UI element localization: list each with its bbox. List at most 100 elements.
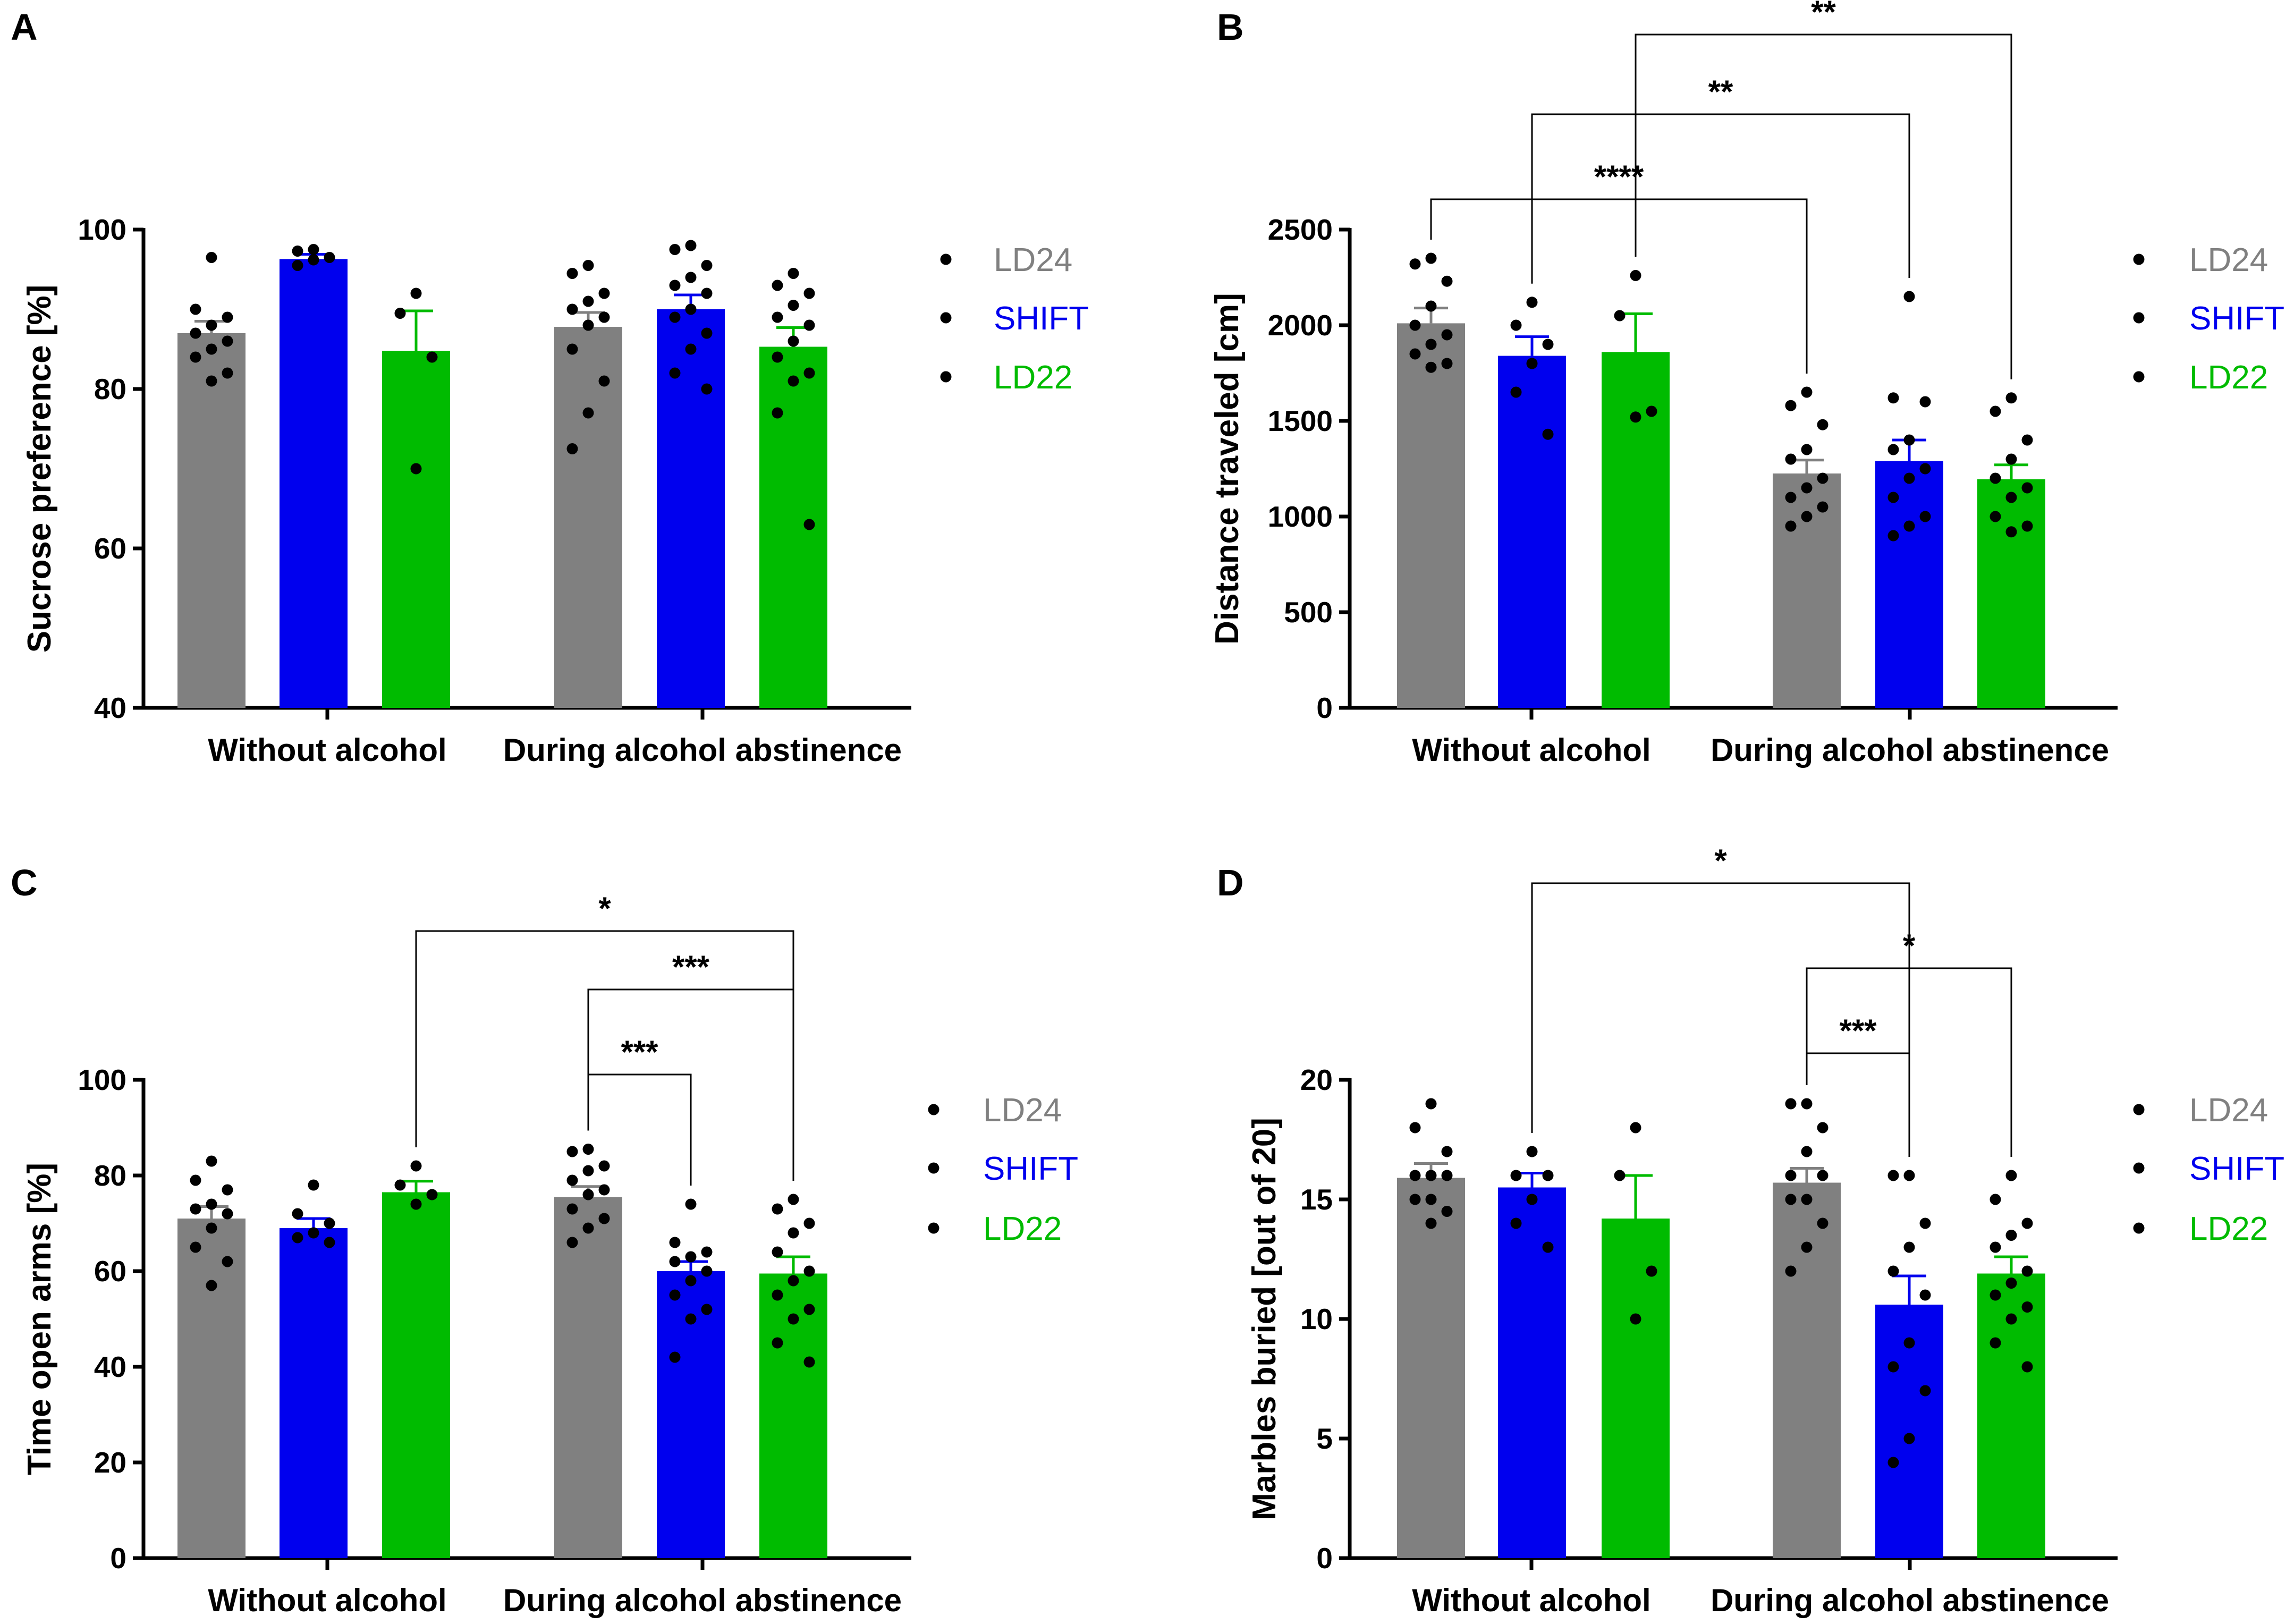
- data-point: [1409, 319, 1421, 331]
- x-group-label: Without alcohol: [208, 1583, 446, 1618]
- y-tick-label: 0: [1316, 691, 1333, 724]
- data-point: [772, 280, 783, 291]
- legend-marker: [2133, 253, 2145, 265]
- data-point: [1785, 1265, 1797, 1277]
- data-point: [566, 1203, 578, 1215]
- data-point: [2005, 392, 2017, 404]
- data-point: [1887, 1170, 1899, 1181]
- data-point: [701, 383, 713, 395]
- data-point: [669, 1237, 681, 1248]
- data-point: [1425, 339, 1437, 350]
- data-point: [2021, 482, 2033, 494]
- data-point: [1425, 1170, 1437, 1181]
- bar: [1602, 352, 1670, 708]
- y-axis-title: Time open arms [%]: [21, 1163, 58, 1475]
- bar: [382, 351, 450, 708]
- panel-letter: B: [1217, 6, 1244, 48]
- y-tick-label: 20: [94, 1446, 126, 1479]
- data-point: [685, 343, 697, 355]
- y-tick-label: 5: [1316, 1422, 1333, 1455]
- y-tick-label: 100: [78, 1063, 126, 1096]
- bar: [1977, 479, 2045, 708]
- legend-label-ld22: LD22: [994, 359, 1072, 396]
- data-point: [1441, 275, 1453, 287]
- data-point: [701, 1304, 713, 1315]
- data-point: [324, 1237, 335, 1248]
- data-point: [1510, 386, 1522, 398]
- data-point: [1409, 258, 1421, 270]
- data-point: [1903, 520, 1915, 532]
- x-group-label: During alcohol abstinence: [1711, 1583, 2109, 1618]
- bar: [759, 346, 827, 708]
- legend-label-ld22: LD22: [2189, 359, 2268, 396]
- legend-marker: [928, 1162, 939, 1174]
- legend-label-shift: SHIFT: [983, 1151, 1078, 1187]
- significance-label: ***: [672, 949, 710, 985]
- data-point: [426, 351, 438, 363]
- data-point: [1903, 1433, 1915, 1444]
- data-point: [1801, 444, 1813, 455]
- y-tick-label: 2500: [1268, 213, 1333, 246]
- data-point: [308, 1227, 319, 1239]
- y-tick-label: 1000: [1268, 500, 1333, 533]
- data-point: [1817, 501, 1829, 513]
- data-point: [1526, 358, 1538, 369]
- legend-marker: [2133, 371, 2145, 383]
- bar: [177, 1219, 246, 1558]
- data-point: [410, 287, 422, 299]
- data-point: [685, 1275, 697, 1287]
- bar: [1875, 461, 1943, 708]
- data-point: [324, 252, 335, 263]
- data-point: [1425, 1194, 1437, 1205]
- data-point: [598, 375, 610, 387]
- data-point: [1919, 1217, 1931, 1229]
- legend-marker: [940, 253, 952, 265]
- legend-marker: [928, 1222, 939, 1234]
- x-group-label: Without alcohol: [1412, 1583, 1650, 1618]
- data-point: [2005, 1170, 2017, 1181]
- significance-label: *: [1714, 843, 1727, 878]
- data-point: [788, 300, 799, 311]
- data-point: [1919, 463, 1931, 475]
- data-point: [308, 244, 319, 255]
- bar: [554, 327, 622, 708]
- data-point: [685, 272, 697, 283]
- data-point: [206, 1155, 217, 1167]
- data-point: [394, 308, 406, 319]
- data-point: [292, 246, 303, 257]
- data-point: [1801, 1146, 1813, 1157]
- data-point: [1510, 1217, 1522, 1229]
- data-point: [685, 303, 697, 315]
- y-tick-label: 20: [1300, 1063, 1333, 1096]
- data-point: [803, 519, 815, 530]
- bar: [1773, 473, 1841, 708]
- data-point: [1887, 492, 1899, 503]
- legend-marker: [2133, 1104, 2145, 1115]
- data-point: [1646, 405, 1657, 417]
- data-point: [598, 1213, 610, 1224]
- significance-bracket: [1531, 882, 1910, 1157]
- data-point: [1801, 511, 1813, 522]
- data-point: [566, 303, 578, 315]
- data-point: [1425, 1217, 1437, 1229]
- data-point: [2021, 520, 2033, 532]
- data-point: [1801, 1241, 1813, 1253]
- data-point: [582, 260, 594, 271]
- data-point: [669, 311, 681, 323]
- x-group-label: During alcohol abstinence: [503, 732, 902, 768]
- data-point: [1425, 252, 1437, 264]
- data-point: [2021, 1217, 2033, 1229]
- significance-bracket: [1430, 198, 1808, 374]
- significance-bracket: [1531, 113, 1910, 284]
- data-point: [1817, 472, 1829, 484]
- data-point: [1526, 1146, 1538, 1157]
- data-point: [1919, 1385, 1931, 1397]
- panel-a: A 40 60 80 100 Sucrose preference [%] Without …: [11, 6, 1089, 768]
- data-point: [803, 287, 815, 299]
- legend-marker: [2133, 1162, 2145, 1174]
- x-group-label: Without alcohol: [208, 732, 446, 768]
- data-point: [1785, 1170, 1797, 1181]
- data-point: [1990, 1337, 2001, 1349]
- bar: [1498, 356, 1566, 708]
